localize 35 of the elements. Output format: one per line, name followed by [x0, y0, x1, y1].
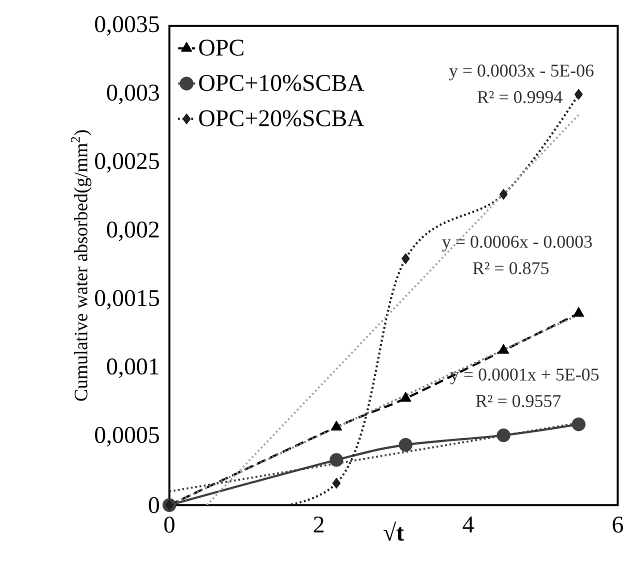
annotation: y = 0.0001x + 5E-05	[450, 368, 599, 384]
y-tick-label: 0,001	[107, 358, 158, 378]
y-tick-label: 0,0015	[95, 290, 159, 310]
x-tick-label: 0	[164, 516, 174, 533]
annotation: R² = 0.875	[472, 262, 548, 274]
point	[402, 253, 410, 264]
y-tick-label: 0,0035	[95, 16, 159, 36]
annotation: y = 0.0006x - 0.0003	[442, 236, 592, 252]
y-tick-label: 0,0025	[95, 153, 159, 173]
y-tick-label: 0,003	[107, 84, 159, 104]
x-tick-label: 6	[612, 516, 623, 533]
y-axis-title: Cumulative water absorbed(g/mm$^{2}$)	[70, 130, 92, 401]
x-axis-title: √t	[384, 522, 404, 541]
legend-label: OPC+20%SCBA	[199, 110, 364, 126]
annotation: R² = 0.9994	[477, 91, 562, 104]
point	[400, 392, 412, 402]
point	[398, 438, 413, 452]
point	[332, 478, 341, 489]
point	[572, 418, 586, 432]
point	[574, 89, 583, 100]
y-tick-label: 0,002	[107, 222, 159, 242]
legend-label: OPC	[199, 40, 244, 56]
point	[330, 453, 344, 467]
y-tick-label: 0	[148, 497, 159, 514]
point	[573, 307, 584, 317]
x-tick-label: 4	[462, 516, 474, 532]
y-tick-label: 0,0005	[95, 426, 159, 447]
point	[499, 189, 508, 200]
annotation: y = 0.0003x - 5E-06	[449, 64, 594, 80]
annotation: R² = 0.9557	[476, 395, 561, 408]
x-tick-label: 2	[314, 516, 324, 533]
point	[330, 420, 342, 431]
point	[496, 428, 510, 442]
legend-label: OPC+10%SCBA	[199, 74, 364, 92]
point	[498, 344, 510, 354]
